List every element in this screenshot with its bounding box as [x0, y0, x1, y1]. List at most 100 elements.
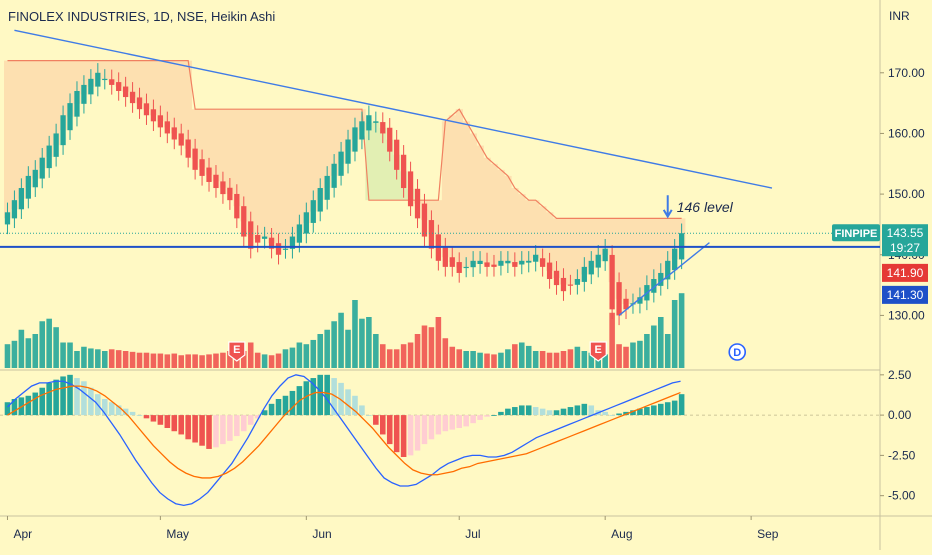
candle-body[interactable]	[95, 72, 101, 87]
candle-body[interactable]	[400, 154, 407, 189]
candle-body[interactable]	[46, 145, 52, 169]
candle-body[interactable]	[456, 262, 462, 273]
candle-body[interactable]	[498, 260, 504, 266]
candle-body[interactable]	[588, 260, 594, 275]
candle-body[interactable]	[359, 121, 365, 140]
candle-body[interactable]	[331, 163, 337, 188]
candle-body[interactable]	[366, 115, 372, 131]
candle-body[interactable]	[150, 109, 157, 122]
earnings-marker-icon[interactable]	[228, 341, 246, 362]
candle-body[interactable]	[4, 212, 11, 225]
candle-body[interactable]	[102, 78, 108, 81]
heikin-ashi-candles[interactable]	[4, 63, 685, 326]
candle-body[interactable]	[268, 237, 275, 249]
candle-body[interactable]	[32, 169, 38, 188]
candle-body[interactable]	[227, 187, 233, 201]
candle-body[interactable]	[275, 243, 282, 255]
candle-body[interactable]	[317, 188, 323, 212]
candle-body[interactable]	[255, 235, 261, 243]
candle-body[interactable]	[623, 298, 629, 310]
candle-body[interactable]	[192, 148, 198, 170]
candle-body[interactable]	[213, 174, 219, 189]
candle-body[interactable]	[109, 79, 115, 85]
candle-body[interactable]	[581, 266, 587, 282]
candle-body[interactable]	[512, 262, 518, 267]
candle-body[interactable]	[665, 260, 671, 280]
candle-body[interactable]	[387, 127, 393, 152]
descending-trendline[interactable]	[14, 29, 773, 189]
candle-body[interactable]	[88, 78, 94, 95]
candle-body[interactable]	[602, 248, 608, 262]
candle-body[interactable]	[289, 236, 296, 249]
candle-body[interactable]	[651, 279, 657, 293]
candle-body[interactable]	[25, 175, 31, 199]
candle-body[interactable]	[206, 167, 212, 182]
candle-body[interactable]	[303, 212, 309, 234]
drawn-trendlines[interactable]	[0, 29, 880, 316]
candle-body[interactable]	[122, 86, 129, 98]
candle-body[interactable]	[616, 282, 622, 316]
candle-body[interactable]	[178, 133, 184, 146]
candle-body[interactable]	[414, 188, 421, 219]
candle-body[interactable]	[67, 103, 73, 131]
candle-body[interactable]	[345, 139, 351, 164]
candle-body[interactable]	[533, 254, 539, 262]
candle-body[interactable]	[352, 127, 358, 152]
candle-body[interactable]	[296, 224, 303, 243]
candle-body[interactable]	[574, 279, 581, 285]
candle-body[interactable]	[129, 91, 136, 104]
candle-body[interactable]	[658, 272, 664, 286]
candle-body[interactable]	[136, 97, 143, 110]
candle-body[interactable]	[199, 159, 205, 176]
candle-body[interactable]	[484, 262, 490, 267]
candle-body[interactable]	[407, 171, 414, 207]
candle-body[interactable]	[595, 254, 601, 268]
candle-body[interactable]	[526, 260, 532, 263]
macd-pane[interactable]	[0, 374, 880, 506]
candle-body[interactable]	[463, 266, 469, 269]
candle-body[interactable]	[185, 139, 191, 158]
candle-body[interactable]	[261, 236, 268, 239]
candle-body[interactable]	[519, 260, 525, 265]
symbol-title[interactable]: FINOLEX INDUSTRIES, 1D, NSE, Heikin Ashi	[8, 9, 276, 24]
candle-body[interactable]	[248, 221, 254, 249]
candle-body[interactable]	[560, 277, 567, 292]
candle-body[interactable]	[81, 84, 87, 104]
event-markers[interactable]: 146 level E E D	[228, 195, 747, 362]
candle-body[interactable]	[143, 103, 150, 116]
candle-body[interactable]	[282, 248, 289, 250]
dividend-marker-icon[interactable]	[728, 343, 747, 361]
candle-body[interactable]	[609, 254, 615, 310]
candle-body[interactable]	[567, 284, 574, 286]
candle-body[interactable]	[11, 200, 18, 219]
candle-body[interactable]	[164, 121, 170, 134]
candle-body[interactable]	[491, 264, 497, 267]
ascending-trendline[interactable]	[618, 242, 710, 316]
candle-body[interactable]	[546, 262, 553, 280]
candle-body[interactable]	[74, 90, 80, 117]
candle-body[interactable]	[241, 206, 247, 237]
candle-body[interactable]	[18, 188, 25, 210]
candle-body[interactable]	[421, 203, 428, 237]
candle-body[interactable]	[60, 115, 66, 146]
candle-body[interactable]	[39, 157, 45, 179]
candle-body[interactable]	[394, 139, 400, 170]
candle-body[interactable]	[477, 260, 483, 265]
candle-body[interactable]	[449, 257, 455, 267]
candle-body[interactable]	[310, 200, 316, 223]
candle-body[interactable]	[220, 181, 226, 195]
candle-body[interactable]	[505, 260, 511, 264]
candle-body[interactable]	[234, 193, 240, 219]
candle-body[interactable]	[428, 220, 435, 249]
candle-body[interactable]	[157, 115, 164, 128]
candle-body[interactable]	[470, 260, 476, 268]
candle-body[interactable]	[672, 248, 678, 271]
earnings-marker-icon[interactable]	[589, 341, 607, 362]
candle-body[interactable]	[373, 121, 379, 123]
candle-body[interactable]	[553, 270, 560, 286]
candle-body[interactable]	[637, 297, 643, 304]
candle-body[interactable]	[380, 122, 386, 134]
candle-body[interactable]	[116, 82, 122, 91]
